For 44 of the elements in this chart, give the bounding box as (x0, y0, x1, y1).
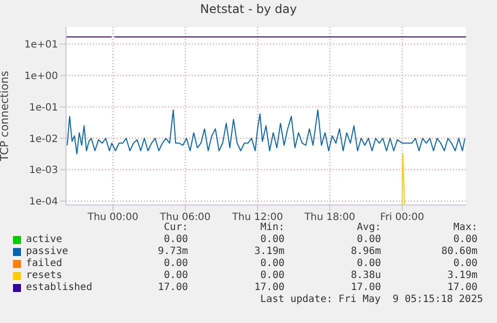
text: Last update: Fri May 9 05:15:18 2025 (260, 294, 483, 305)
text: 8.96m (350, 246, 381, 257)
legend-label: resets (26, 270, 62, 281)
text: 17.00 (447, 282, 478, 293)
text: Max: (453, 222, 478, 233)
text: 0.00 (356, 234, 381, 245)
x-tick-label: Fri 00:00 (380, 212, 424, 224)
legend-label: active (26, 234, 62, 245)
text: 17.00 (350, 282, 381, 293)
text: 9.73m (158, 246, 188, 257)
text: 17.00 (254, 282, 284, 293)
text: 3.19m (254, 246, 284, 257)
text: 0.00 (260, 270, 284, 281)
text: 80.60m (441, 246, 478, 257)
text: 0.00 (453, 258, 478, 269)
text: Min: (260, 222, 284, 233)
legend-label: failed (26, 258, 62, 269)
text: 8.38u (350, 270, 381, 281)
y-tick-label: 1e-04 (29, 196, 58, 208)
y-tick-label: 1e-02 (29, 134, 58, 145)
line-series (66, 109, 466, 154)
text: 3.19m (447, 270, 478, 281)
x-tick-label: Thu 12:00 (231, 212, 283, 224)
legend-label: passive (26, 246, 68, 257)
y-tick-label: 1e+00 (24, 71, 58, 82)
x-tick-label: Thu 00:00 (86, 212, 138, 224)
text: 17.00 (158, 282, 188, 293)
x-tick-label: Thu 06:00 (158, 212, 211, 224)
chart-title: Netstat - by day (199, 2, 298, 16)
text: 0.00 (453, 234, 478, 245)
text: Avg: (356, 222, 381, 233)
text: 0.00 (164, 270, 188, 281)
text: Cur: (164, 222, 188, 233)
y-tick-label: 1e+01 (24, 40, 58, 51)
x-tick-label: Thu 18:00 (303, 212, 356, 224)
text: 0.00 (164, 234, 188, 245)
y-tick-label: 1e-01 (29, 102, 58, 114)
text: 0.00 (164, 258, 188, 269)
text: 0.00 (260, 234, 284, 245)
y-tick-label: 1e-03 (29, 165, 58, 176)
y-axis-title: TCP connections (0, 70, 11, 162)
text: 0.00 (356, 258, 381, 269)
legend-label: established (26, 282, 92, 293)
text: 0.00 (260, 258, 284, 269)
